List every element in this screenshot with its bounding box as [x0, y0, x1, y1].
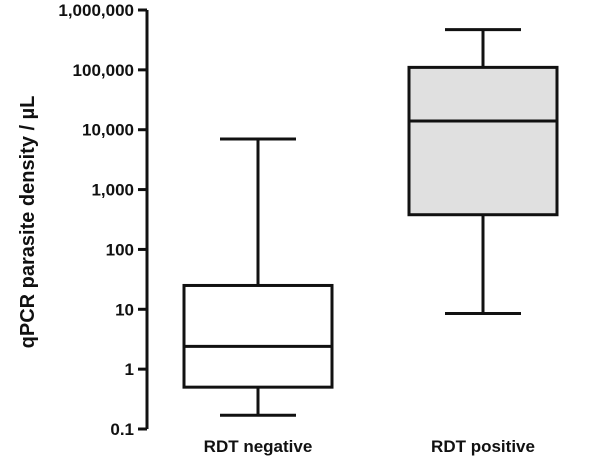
- y-axis: 0.1 1 10 100 1,000 10,000 100,000 1,000,000: [58, 1, 149, 439]
- boxes: [182, 28, 559, 417]
- x-category-label: RDT negative: [204, 437, 313, 456]
- y-tick-label: 1: [125, 360, 134, 379]
- iqr-box: [407, 65, 559, 217]
- iqr-box: [182, 283, 334, 389]
- y-tick-label: 1,000,000: [58, 1, 134, 20]
- y-tick-label: 1,000: [91, 181, 134, 200]
- x-axis: RDT negative RDT positive: [204, 437, 535, 456]
- x-category-label: RDT positive: [431, 437, 535, 456]
- y-tick-label: 100,000: [73, 61, 134, 80]
- y-axis-title: qPCR parasite density / µL: [17, 96, 39, 349]
- y-tick-label: 0.1: [110, 420, 134, 439]
- y-tick-label: 10,000: [82, 121, 134, 140]
- y-tick-label: 100: [106, 240, 134, 259]
- y-tick-label: 10: [115, 300, 134, 319]
- box-rdt-negative: [182, 137, 334, 417]
- box-rdt-positive: [407, 28, 559, 316]
